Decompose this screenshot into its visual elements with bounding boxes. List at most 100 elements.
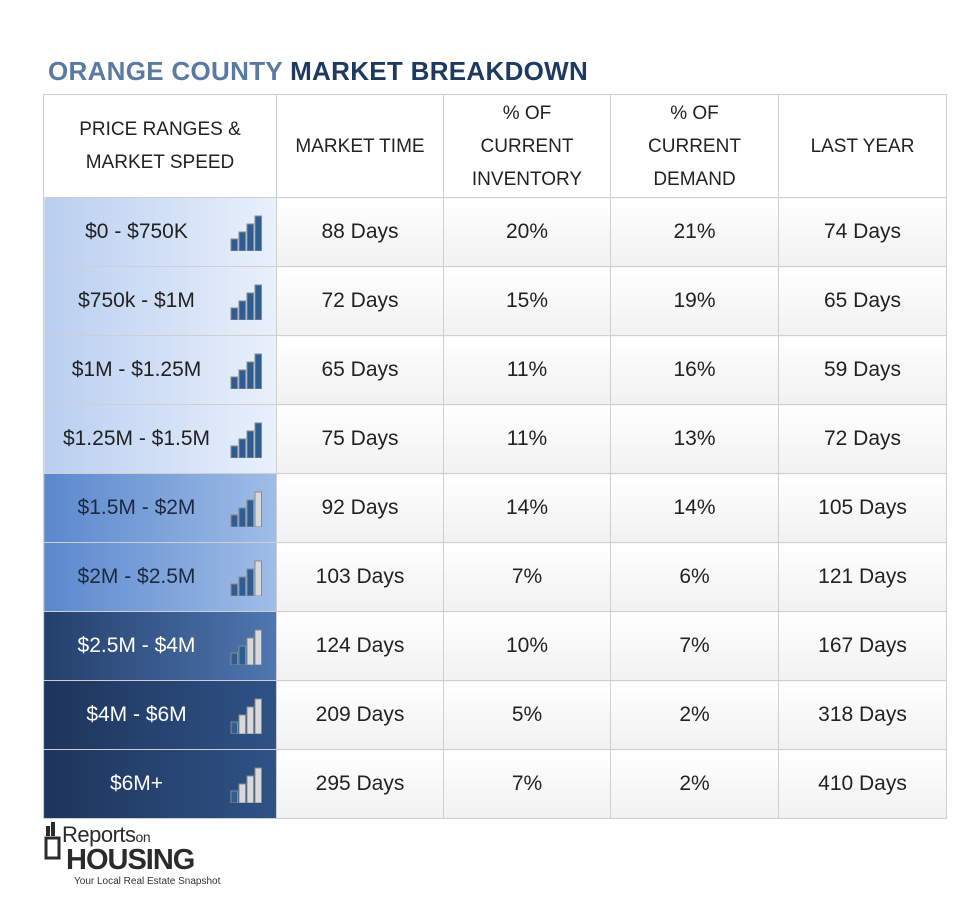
table-row: $6M+ 295 Days 7% 2% 410 Days — [43, 749, 947, 819]
inventory-cell: 7% — [443, 542, 611, 612]
price-range-label: $750k - $1M — [78, 289, 195, 312]
price-range-label: $1.25M - $1.5M — [62, 427, 211, 450]
last-year-cell: 72 Days — [778, 404, 947, 474]
speed-bar — [246, 499, 254, 527]
last-year-cell: 410 Days — [778, 749, 947, 819]
logo-housing: HOUSING — [66, 844, 195, 876]
column-header-line: PRICE RANGES & — [79, 119, 241, 140]
speed-bar — [254, 560, 262, 596]
speed-bar — [238, 507, 246, 527]
price-range-label: $2.5M - $4M — [77, 634, 196, 657]
speed-bar — [238, 231, 246, 251]
last-year-cell: 318 Days — [778, 680, 947, 750]
market-time-cell: 295 Days — [276, 749, 444, 819]
speed-bar — [238, 783, 246, 803]
market-table: PRICE RANGES & MARKET SPEED MARKET TIME % O… — [43, 94, 947, 819]
speed-bar — [230, 790, 238, 803]
price-range-label: $0 - $750K — [85, 220, 188, 243]
speed-bar — [238, 714, 246, 734]
demand-cell: 16% — [610, 335, 779, 405]
market-speed-icon — [230, 491, 262, 527]
price-range-cell: $1.25M - $1.5M — [43, 404, 277, 474]
column-header-line: LAST YEAR — [810, 135, 915, 157]
speed-bar — [246, 223, 254, 251]
speed-bar — [230, 652, 238, 665]
speed-bar — [246, 430, 254, 458]
demand-cell: 2% — [610, 749, 779, 819]
column-header-2: % OF CURRENT INVENTORY — [443, 94, 611, 198]
column-header-line: MARKET SPEED — [85, 152, 235, 173]
speed-bar — [230, 238, 238, 251]
column-header-line: MARKET TIME — [295, 135, 425, 157]
speed-bar — [230, 445, 238, 458]
market-speed-icon — [230, 698, 262, 734]
inventory-cell: 14% — [443, 473, 611, 543]
speed-bar — [254, 284, 262, 320]
speed-bar — [230, 376, 238, 389]
last-year-cell: 167 Days — [778, 611, 947, 681]
title-breakdown: MARKET BREAKDOWN — [290, 56, 589, 86]
speed-bar — [246, 292, 254, 320]
last-year-cell: 59 Days — [778, 335, 947, 405]
demand-cell: 21% — [610, 197, 779, 267]
speed-bar — [230, 583, 238, 596]
speed-bar — [254, 491, 262, 527]
column-header-line: % OF — [670, 102, 719, 124]
inventory-cell: 10% — [443, 611, 611, 681]
speed-bar — [246, 706, 254, 734]
column-header-line: % OF — [502, 102, 552, 124]
page-title: ORANGE COUNTY MARKET BREAKDOWN — [48, 56, 588, 87]
price-range-cell: $1.5M - $2M — [43, 473, 277, 543]
speed-bar — [238, 369, 246, 389]
speed-bar — [246, 361, 254, 389]
table-row: $2M - $2.5M 103 Days 7% 6% 121 Days — [43, 542, 947, 612]
speed-bar — [238, 645, 246, 665]
inventory-cell: 7% — [443, 749, 611, 819]
price-range-label: $6M+ — [109, 772, 164, 795]
market-speed-icon — [230, 353, 262, 389]
speed-bar — [254, 629, 262, 665]
table-row: $1.25M - $1.5M 75 Days 11% 13% 72 Days — [43, 404, 947, 474]
price-range-cell: $1M - $1.25M — [43, 335, 277, 405]
column-header-1: MARKET TIME — [276, 94, 444, 198]
speed-bar — [254, 767, 262, 803]
last-year-cell: 105 Days — [778, 473, 947, 543]
market-speed-icon — [230, 560, 262, 596]
reports-on-housing-logo: Reportson HOUSING Your Local Real Estate… — [44, 820, 244, 890]
demand-cell: 14% — [610, 473, 779, 543]
last-year-cell: 65 Days — [778, 266, 947, 336]
column-header-0: PRICE RANGES & MARKET SPEED — [43, 94, 277, 198]
table-row: $2.5M - $4M 124 Days 10% 7% 167 Days — [43, 611, 947, 681]
house-mark-icon — [44, 822, 61, 860]
table-body: $0 - $750K 88 Days 20% 21% 74 Days $750k - $1… — [43, 197, 947, 819]
price-range-label: $2M - $2.5M — [77, 565, 196, 588]
last-year-cell: 121 Days — [778, 542, 947, 612]
column-header-line: DEMAND — [653, 168, 736, 190]
market-time-cell: 103 Days — [276, 542, 444, 612]
logo-reports: Reportson — [62, 822, 151, 847]
table-row: $4M - $6M 209 Days 5% 2% 318 Days — [43, 680, 947, 750]
speed-bar — [230, 721, 238, 734]
market-speed-icon — [230, 629, 262, 665]
speed-bar — [246, 775, 254, 803]
inventory-cell: 5% — [443, 680, 611, 750]
market-time-cell: 75 Days — [276, 404, 444, 474]
logo-tagline: Your Local Real Estate Snapshot — [74, 876, 221, 887]
last-year-cell: 74 Days — [778, 197, 947, 267]
speed-bar — [238, 438, 246, 458]
price-range-cell: $2.5M - $4M — [43, 611, 277, 681]
demand-cell: 19% — [610, 266, 779, 336]
column-header-3: % OF CURRENT DEMAND — [610, 94, 779, 198]
column-header-line: CURRENT — [648, 135, 741, 157]
price-range-cell: $750k - $1M — [43, 266, 277, 336]
market-time-cell: 92 Days — [276, 473, 444, 543]
inventory-cell: 11% — [443, 335, 611, 405]
table-row: $750k - $1M 72 Days 15% 19% 65 Days — [43, 266, 947, 336]
column-header-line: CURRENT — [480, 135, 574, 157]
speed-bar — [246, 637, 254, 665]
price-range-label: $1.5M - $2M — [77, 496, 196, 519]
demand-cell: 2% — [610, 680, 779, 750]
market-speed-icon — [230, 767, 262, 803]
price-range-label: $1M - $1.25M — [71, 358, 202, 381]
speed-bar — [246, 568, 254, 596]
